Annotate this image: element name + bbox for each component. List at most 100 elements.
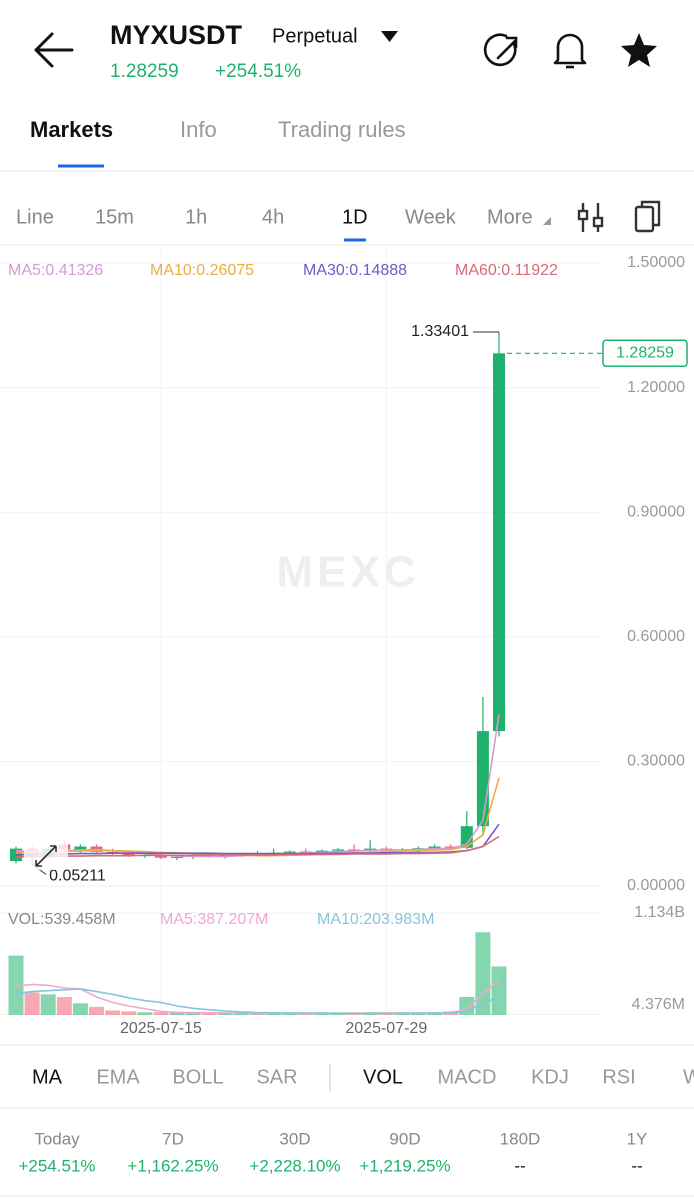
more-arrow[interactable] (543, 217, 551, 225)
x-tick-label: 2025-07-15 (120, 1020, 202, 1037)
y-tick-label: 1.20000 (627, 379, 685, 396)
volume-bar (282, 1013, 298, 1015)
last-price-box (602, 339, 688, 368)
ma-line (15, 823, 500, 856)
last-price: 1.28259 (110, 61, 179, 82)
performance-label: 180D (500, 1129, 541, 1148)
low-label: 0.05211 (49, 868, 106, 885)
indicator-tab[interactable]: RSI (602, 1066, 635, 1088)
volume-bar (56, 997, 72, 1015)
x-tick-label: 2025-07-29 (345, 1020, 427, 1037)
ma-line (15, 988, 500, 1014)
volume-tick-label: 1.134B (634, 904, 685, 921)
y-tick-label: 0.90000 (627, 503, 685, 520)
share-button[interactable] (483, 33, 518, 67)
performance-label: 30D (279, 1129, 310, 1148)
volume-bar (217, 1013, 233, 1015)
performance-value: -- (514, 1156, 525, 1175)
interval[interactable]: Week (405, 206, 457, 228)
ma-legend: MA60:0.11922 (455, 262, 558, 279)
volume-bar (105, 1010, 121, 1015)
dropdown-arrow[interactable] (381, 31, 398, 42)
candle-body (493, 353, 505, 732)
volume-legend: VOL:539.458M (8, 911, 116, 928)
interval[interactable]: More (487, 206, 533, 228)
volume-bar (298, 1013, 314, 1015)
indicator-tab[interactable]: KDJ (531, 1066, 569, 1088)
indicator-tab[interactable]: BOLL (172, 1066, 223, 1088)
indicator-tab[interactable]: MA (32, 1066, 63, 1088)
candle-body (283, 851, 296, 853)
ma-legend: MA30:0.14888 (303, 262, 407, 279)
volume-ma-legend: MA5:387.207M (160, 911, 269, 928)
volume-bar (201, 1013, 217, 1015)
volume-ma-legend: MA10:203.983M (317, 911, 434, 928)
performance-value: +1,219.25% (359, 1156, 450, 1175)
volume-bar (185, 1012, 201, 1015)
volume-bar (137, 1012, 153, 1015)
volume-bar (475, 932, 491, 1015)
volume-bar (314, 1013, 330, 1015)
tab[interactable]: Markets (30, 117, 113, 142)
y-tick-label: 1.50000 (627, 254, 685, 271)
volume-bar (266, 1013, 282, 1015)
candle-body (74, 846, 87, 850)
interval[interactable]: 1h (185, 206, 207, 228)
interval[interactable]: 4h (262, 206, 284, 228)
price-change: +254.51% (215, 61, 301, 82)
contract-type[interactable]: Perpetual (272, 25, 358, 47)
y-tick-label: 0.30000 (627, 753, 685, 770)
volume-bar (8, 955, 24, 1015)
volume-bar (346, 1013, 362, 1015)
high-label: 1.33401 (411, 323, 469, 340)
indicator-tab[interactable]: WR (683, 1066, 694, 1088)
volume-bar (491, 966, 507, 1015)
ma-legend: MA5:0.41326 (8, 262, 103, 279)
interval[interactable]: Line (16, 206, 54, 228)
interval[interactable]: 1D (342, 206, 368, 228)
performance-value: +2,228.10% (249, 1156, 340, 1175)
volume-bar (121, 1011, 137, 1015)
volume-tick-label: 4.376M (632, 996, 685, 1013)
candle-body (171, 856, 183, 858)
watermark: MEXC (276, 548, 419, 597)
candle-body (332, 849, 344, 851)
performance-label: Today (34, 1129, 80, 1148)
tab[interactable]: Info (180, 117, 217, 142)
performance-label: 1Y (627, 1129, 648, 1148)
volume-bar (250, 1013, 265, 1015)
performance-value: +254.51% (18, 1156, 95, 1175)
volume-bar (153, 1012, 169, 1015)
indicator-tab[interactable]: MACD (438, 1066, 497, 1088)
copy-button[interactable] (634, 200, 661, 233)
back-button[interactable] (34, 32, 74, 68)
volume-bar (394, 1013, 410, 1015)
zoom-button[interactable] (24, 834, 68, 870)
indicator-tab[interactable]: VOL (363, 1066, 403, 1088)
performance-label: 7D (162, 1129, 184, 1148)
performance-value: -- (631, 1156, 642, 1175)
performance-label: 90D (389, 1129, 420, 1148)
candle-body (315, 850, 328, 853)
y-tick-label: 0.00000 (627, 877, 685, 894)
volume-bar (330, 1013, 346, 1015)
candle-body (476, 731, 489, 827)
volume-bar (89, 1006, 104, 1015)
performance-value: +1,162.25% (127, 1156, 218, 1175)
chart-settings-button[interactable] (577, 203, 604, 232)
indicator-tab[interactable]: EMA (96, 1066, 140, 1088)
last-price-label: 1.28259 (616, 345, 674, 362)
ma-legend: MA10:0.26075 (150, 262, 254, 279)
interval[interactable]: 15m (95, 206, 134, 228)
candle-body (348, 849, 361, 852)
candle-body (444, 846, 457, 848)
volume-bar (40, 994, 56, 1015)
ma-line (15, 835, 500, 858)
candle-body (428, 846, 441, 849)
tab[interactable]: Trading rules (278, 117, 406, 142)
favorite-button[interactable] (621, 33, 657, 67)
indicator-tab[interactable]: SAR (256, 1066, 297, 1088)
alert-button[interactable] (553, 33, 587, 69)
